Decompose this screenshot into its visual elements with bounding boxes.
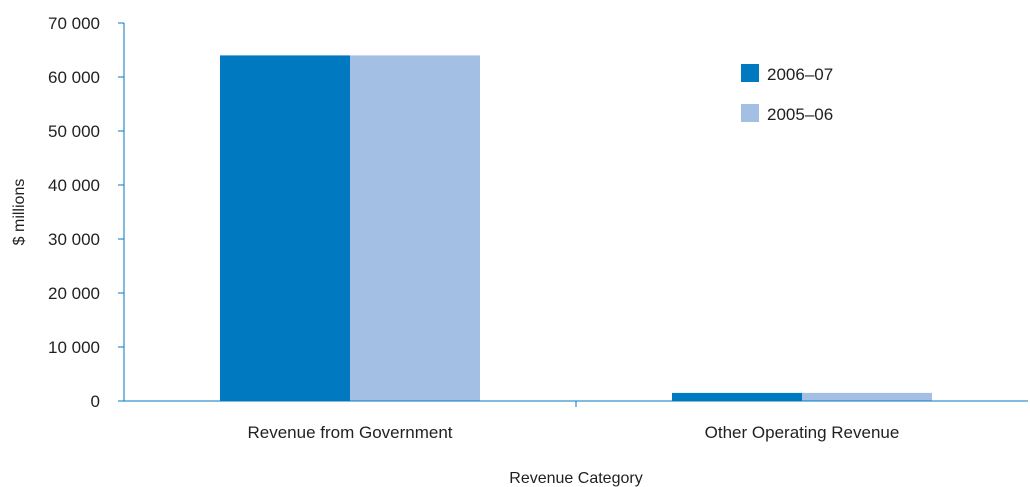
- y-tick-label: 10 000: [48, 338, 100, 357]
- legend-label: 2005–06: [767, 105, 833, 124]
- bar: [802, 392, 932, 401]
- bar: [350, 55, 480, 402]
- legend-swatch: [741, 104, 759, 122]
- x-axis-title: Revenue Category: [509, 470, 642, 487]
- y-tick-label: 40 000: [48, 176, 100, 195]
- y-tick-label: 60 000: [48, 68, 100, 87]
- y-axis-ticks: 0 10 000 20 000 30 000 40 000 50 000 60 000 70 …: [48, 14, 124, 411]
- y-tick-label: 50 000: [48, 122, 100, 141]
- y-tick-label: 30 000: [48, 230, 100, 249]
- x-tick-label: Other Operating Revenue: [705, 423, 900, 442]
- bar: [672, 392, 802, 401]
- x-tick-label: Revenue from Government: [247, 423, 452, 442]
- x-axis-ticks: Revenue from Government Other Operating R…: [247, 401, 899, 442]
- legend: 2006–07 2005–06: [741, 64, 833, 124]
- bars-layer: [220, 55, 932, 402]
- legend-label: 2006–07: [767, 65, 833, 84]
- y-axis-title: $ millions: [11, 179, 28, 246]
- legend-swatch: [741, 64, 759, 82]
- y-tick-label: 70 000: [48, 14, 100, 33]
- y-tick-label: 20 000: [48, 284, 100, 303]
- bar: [220, 55, 350, 402]
- y-tick-label: 0: [91, 392, 100, 411]
